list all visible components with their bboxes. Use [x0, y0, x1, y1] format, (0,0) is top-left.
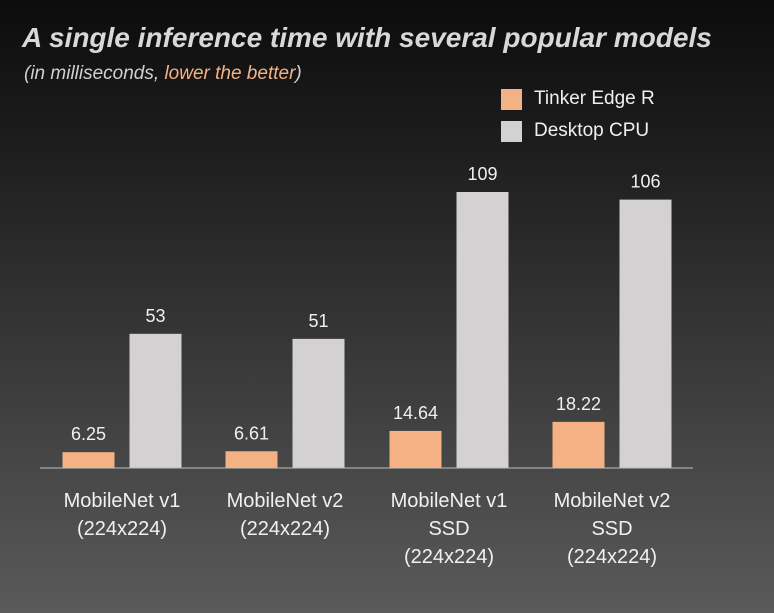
data-label-desktop-0: 53: [145, 306, 165, 326]
data-label-tinker-3: 18.22: [556, 394, 601, 414]
category-label-3-2: (224x224): [567, 546, 657, 568]
bar-desktop-1: [292, 338, 345, 468]
data-label-tinker-2: 14.64: [393, 403, 438, 423]
category-label-3-1: SSD: [591, 518, 632, 540]
bar-tinker-1: [225, 451, 278, 468]
category-label-3-0: MobileNet v2: [554, 490, 671, 512]
legend-item-tinker: Tinker Edge R: [501, 83, 655, 115]
subtitle-suffix: ): [295, 63, 302, 84]
legend-label-tinker: Tinker Edge R: [534, 88, 655, 109]
legend-swatch-tinker: [501, 88, 522, 110]
category-label-2-1: SSD: [428, 518, 469, 540]
data-label-tinker-0: 6.25: [71, 424, 106, 444]
category-label-1-0: MobileNet v2: [227, 490, 344, 512]
data-label-desktop-2: 109: [467, 164, 497, 184]
chart-subtitle: (in milliseconds, lower the better): [24, 63, 302, 85]
bar-tinker-2: [389, 430, 442, 468]
category-label-1-1: (224x224): [240, 518, 330, 540]
legend-swatch-desktop: [501, 120, 522, 142]
subtitle-highlight: lower the better: [164, 63, 296, 84]
category-label-2-2: (224x224): [404, 546, 494, 568]
bar-desktop-3: [619, 199, 672, 469]
bar-desktop-0: [129, 333, 182, 468]
chart-title: A single inference time with several pop…: [22, 22, 712, 53]
category-label-0-1: (224x224): [77, 518, 167, 540]
bar-tinker-3: [552, 421, 605, 468]
legend: Tinker Edge R Desktop CPU: [501, 83, 655, 147]
category-label-0-0: MobileNet v1: [64, 490, 181, 512]
category-label-2-0: MobileNet v1: [391, 490, 508, 512]
data-label-desktop-3: 106: [630, 172, 660, 192]
bar-desktop-2: [456, 192, 509, 468]
legend-label-desktop: Desktop CPU: [534, 120, 650, 141]
data-label-desktop-1: 51: [308, 311, 328, 331]
data-label-tinker-1: 6.61: [234, 423, 269, 443]
subtitle-prefix: (in milliseconds,: [24, 63, 165, 84]
bar-tinker-0: [62, 452, 115, 468]
legend-item-desktop: Desktop CPU: [501, 115, 655, 147]
